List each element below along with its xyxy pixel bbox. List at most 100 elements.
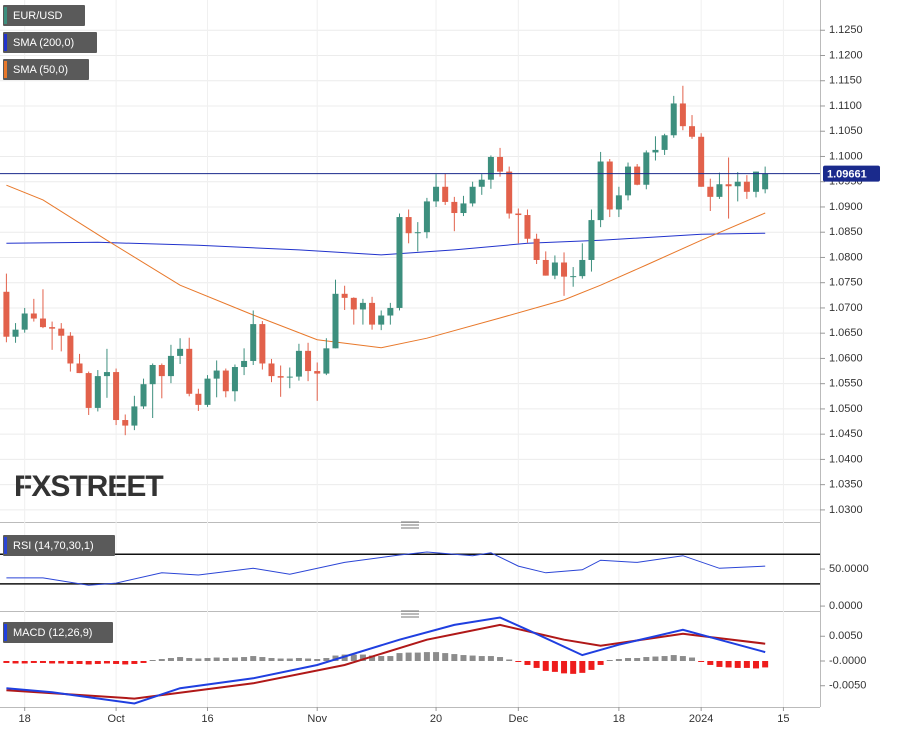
y-tick-label: 1.1100 bbox=[829, 100, 862, 112]
histogram-bar bbox=[58, 660, 65, 664]
histogram-bar bbox=[570, 660, 577, 674]
histogram-bar bbox=[423, 652, 430, 661]
candle-body bbox=[652, 149, 659, 153]
histogram-bar bbox=[606, 660, 613, 661]
candle-body bbox=[3, 291, 10, 337]
histogram-bar bbox=[213, 657, 220, 661]
candle-body bbox=[305, 350, 312, 372]
candle-body bbox=[460, 203, 467, 214]
candle-body bbox=[204, 378, 211, 405]
candle-body bbox=[442, 186, 449, 202]
watermark: FXSTREET bbox=[14, 470, 163, 503]
candle-body bbox=[341, 293, 348, 298]
histogram-bar bbox=[698, 660, 705, 662]
histogram-bar bbox=[405, 652, 412, 661]
macd-title-box bbox=[3, 622, 113, 643]
histogram-bar bbox=[76, 660, 83, 664]
histogram-bar bbox=[615, 659, 622, 661]
histogram-bar bbox=[597, 660, 604, 665]
histogram-bar bbox=[140, 660, 147, 663]
candle-body bbox=[478, 179, 485, 187]
histogram-bar bbox=[332, 655, 339, 661]
histogram-bar bbox=[49, 660, 56, 664]
histogram-bar bbox=[369, 655, 376, 661]
y-tick-label: 1.1050 bbox=[829, 125, 863, 137]
candle-body bbox=[149, 364, 156, 385]
histogram-bar bbox=[679, 656, 686, 661]
histogram-bar bbox=[661, 656, 668, 661]
candle-body bbox=[76, 363, 83, 374]
histogram-bar bbox=[113, 660, 120, 664]
candle-body bbox=[753, 171, 760, 192]
histogram-bar bbox=[295, 658, 302, 661]
histogram-bar bbox=[387, 656, 394, 661]
candle-body bbox=[122, 420, 129, 426]
candle-body bbox=[350, 297, 357, 310]
histogram-bar bbox=[39, 660, 46, 663]
histogram-bar bbox=[561, 660, 568, 674]
candle-body bbox=[588, 220, 595, 260]
grid: FXSTREET bbox=[0, 0, 825, 711]
histogram-bar bbox=[378, 656, 385, 661]
candle-body bbox=[359, 302, 366, 310]
candle-body bbox=[423, 201, 430, 233]
last-price-box bbox=[823, 165, 880, 182]
histogram-bar bbox=[3, 660, 10, 663]
macd-title: MACD (12,26,9) bbox=[13, 627, 92, 639]
histogram-bar bbox=[469, 655, 476, 661]
candle-body bbox=[213, 370, 220, 379]
histogram-bar bbox=[524, 660, 531, 665]
histogram-bar bbox=[131, 660, 138, 664]
histogram-bar bbox=[652, 656, 659, 661]
histogram-bar bbox=[670, 655, 677, 661]
candle-body bbox=[222, 370, 229, 392]
legend-symbol: EUR/USD bbox=[13, 10, 63, 22]
y-tick-label: 1.0700 bbox=[829, 302, 863, 314]
candle-body bbox=[21, 313, 28, 330]
rsi-line bbox=[6, 551, 766, 586]
macd-line bbox=[6, 616, 766, 705]
legend-sma-box bbox=[3, 59, 89, 80]
candle-body bbox=[131, 406, 138, 426]
macd-title-swatch bbox=[4, 624, 7, 641]
x-tick-label: 18 bbox=[19, 713, 31, 725]
candle-body bbox=[716, 184, 723, 197]
candle-body bbox=[606, 161, 613, 210]
y-tick-label: 1.0900 bbox=[829, 201, 863, 213]
histogram-bar bbox=[442, 653, 449, 661]
y-tick-label: 1.0300 bbox=[829, 504, 863, 516]
y-tick-label: 1.1250 bbox=[829, 24, 863, 36]
candle-body bbox=[579, 259, 586, 277]
x-tick-label: Dec bbox=[509, 713, 529, 725]
histogram-bar bbox=[588, 660, 595, 670]
candle-body bbox=[615, 195, 622, 210]
histogram-bar bbox=[506, 659, 513, 661]
histogram-bar bbox=[259, 657, 266, 661]
candle-body bbox=[268, 363, 275, 377]
legend-symbol-box bbox=[3, 5, 85, 26]
legend-sma-box bbox=[3, 32, 97, 53]
candle-body bbox=[140, 384, 147, 407]
candle-body bbox=[378, 315, 385, 325]
candle-body bbox=[661, 135, 668, 150]
histogram-bar bbox=[12, 660, 19, 664]
y-tick-label: 0.0000 bbox=[829, 600, 863, 612]
candle-body bbox=[597, 161, 604, 221]
drag-handle bbox=[401, 521, 419, 618]
candle-body bbox=[487, 156, 494, 180]
x-tick-label: 20 bbox=[430, 713, 442, 725]
legend-sma-swatch bbox=[4, 61, 7, 78]
histogram-bar bbox=[149, 660, 156, 661]
candle-body bbox=[469, 186, 476, 204]
histogram-bar bbox=[542, 660, 549, 671]
histogram-bar bbox=[451, 654, 458, 661]
histogram-bar bbox=[533, 660, 540, 668]
y-tick-label: -0.0000 bbox=[829, 655, 866, 667]
candle-body bbox=[103, 372, 110, 377]
histogram-bar bbox=[67, 660, 74, 664]
histogram-bar bbox=[579, 660, 586, 673]
y-tick-label: 1.0650 bbox=[829, 327, 863, 339]
legend-sma: SMA (50,0) bbox=[13, 64, 68, 76]
labels: 1.0300 1.0350 1.0400 1.0450 1.0500 1.0550 1.06… bbox=[3, 5, 880, 725]
